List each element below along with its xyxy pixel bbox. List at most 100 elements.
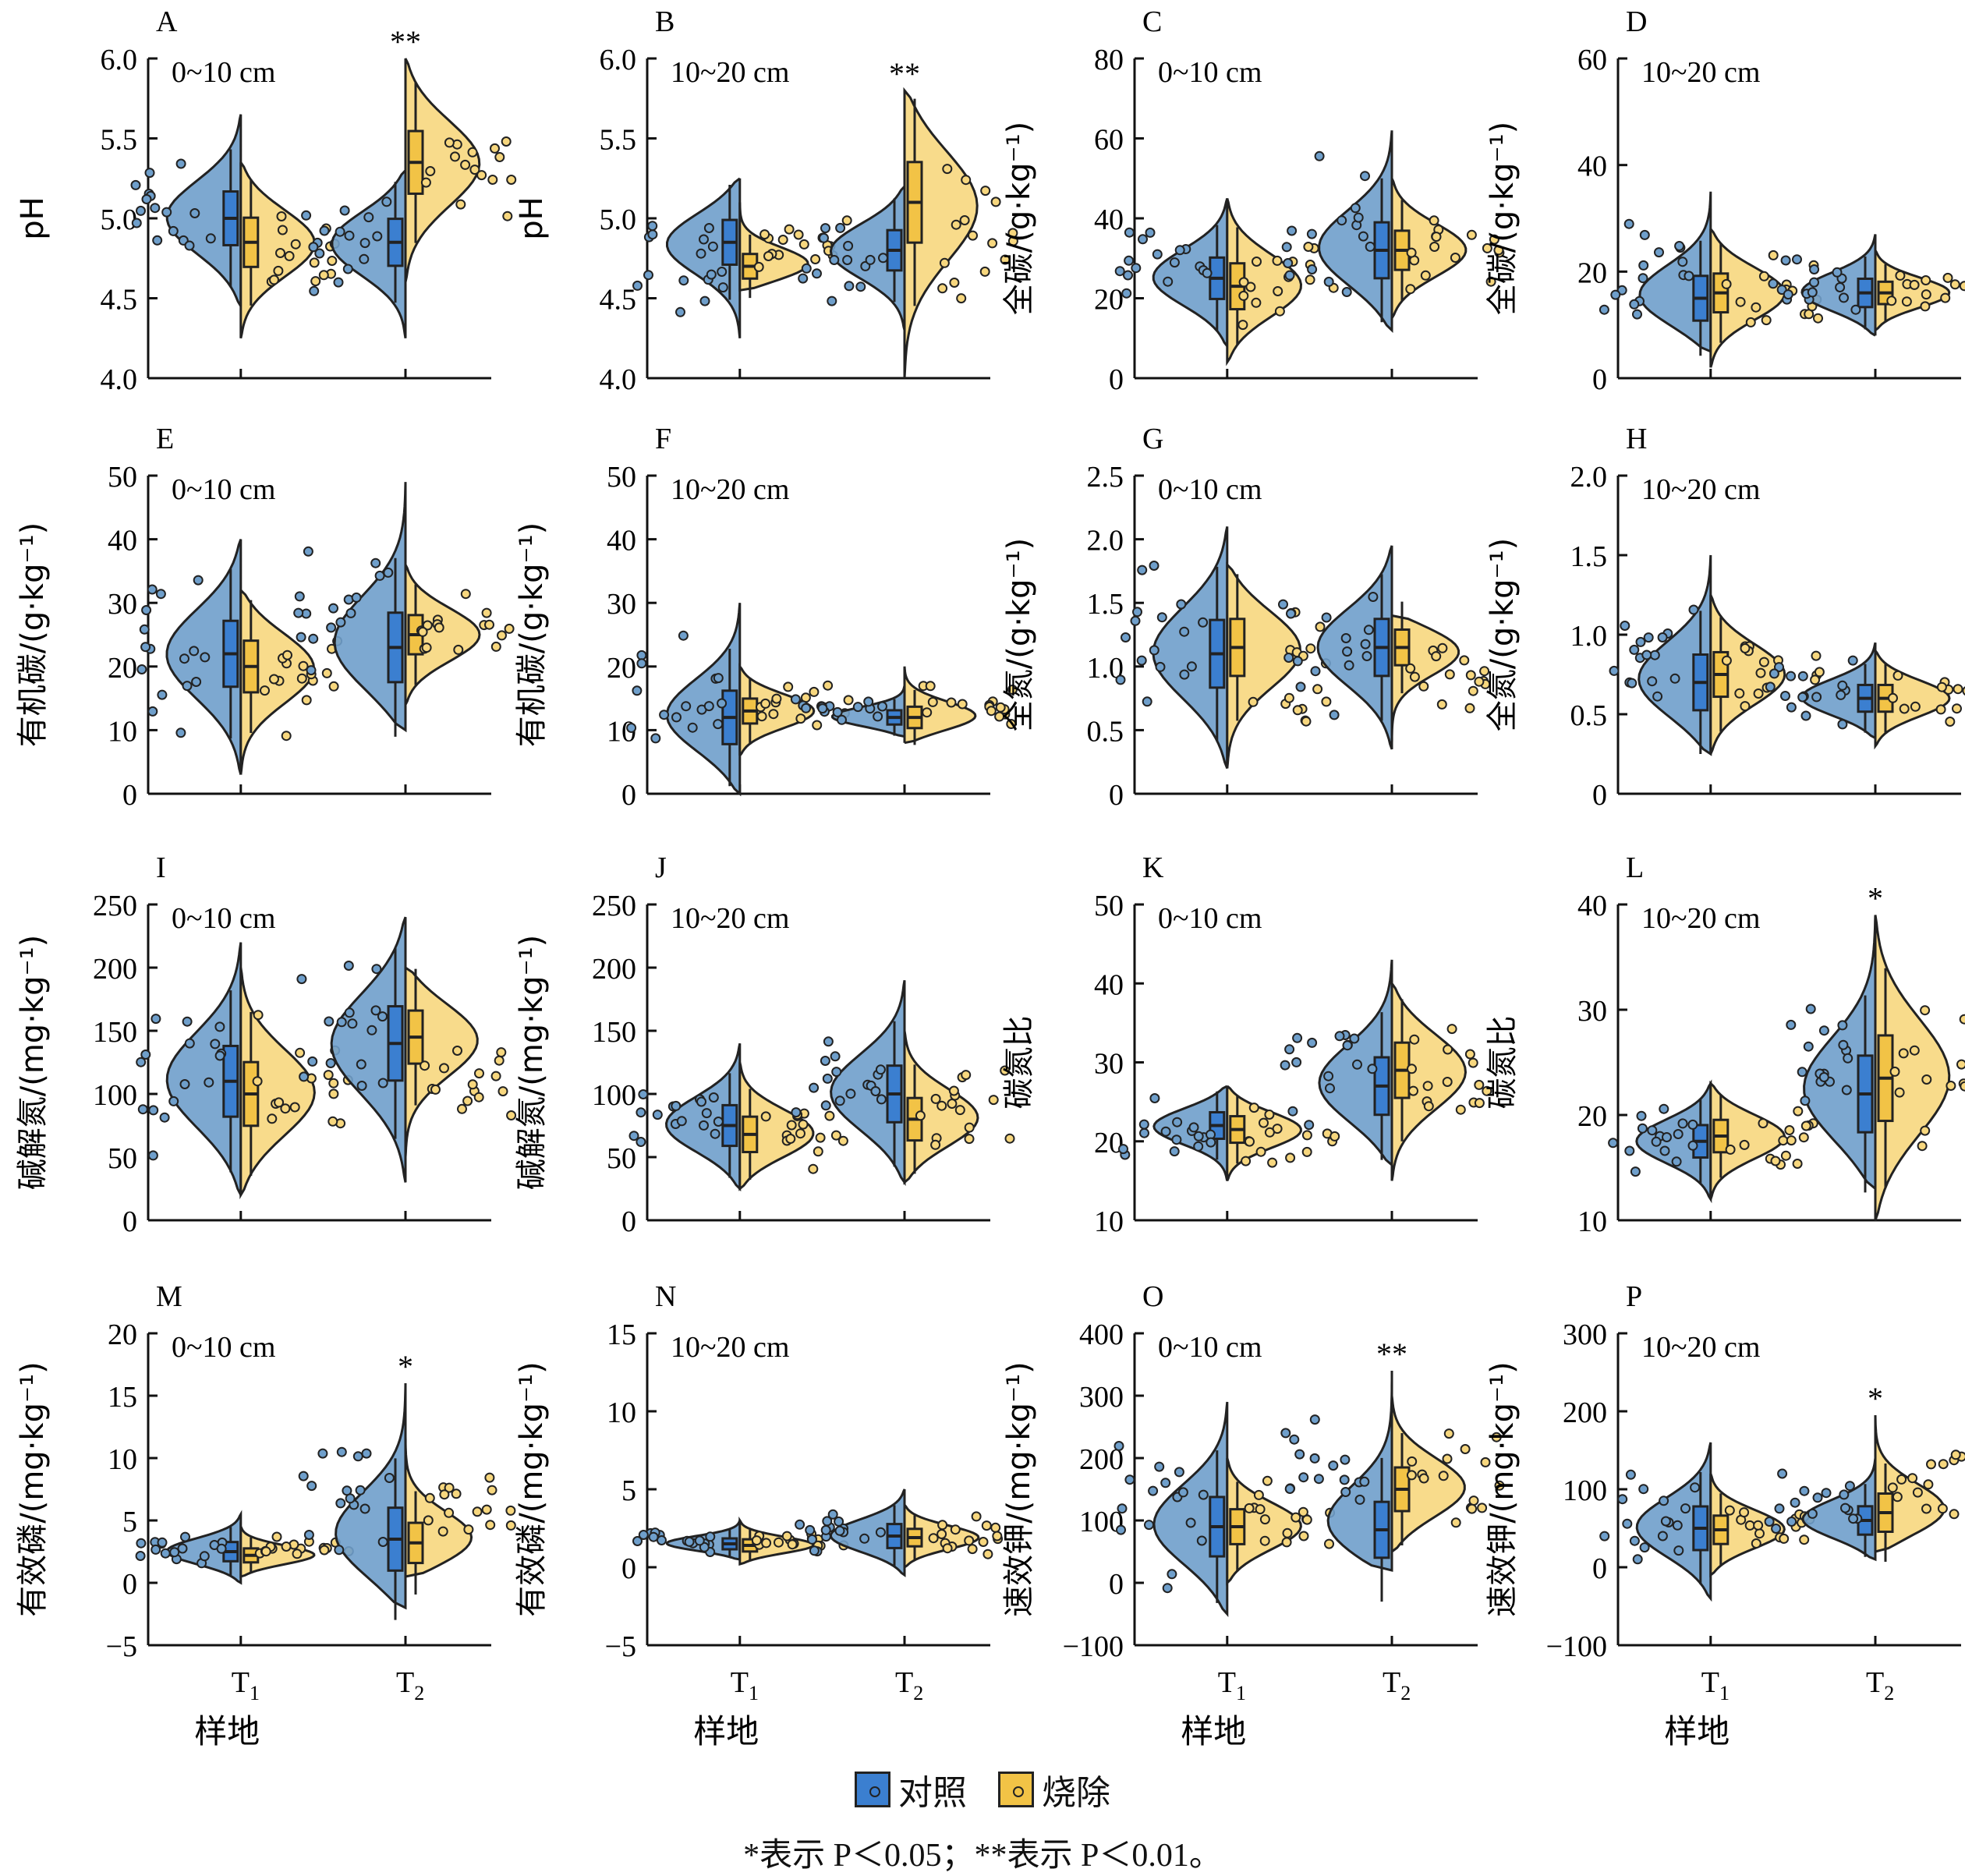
data-point-control-G	[1360, 639, 1371, 650]
data-point-control-J	[628, 1131, 639, 1142]
data-point-control-M	[336, 1446, 347, 1457]
data-point-burn-H	[1755, 667, 1766, 678]
data-point-burn-L	[1960, 1081, 1965, 1092]
depth-label-F: 10~20 cm	[671, 473, 789, 506]
y-tick-label-O: 100	[1079, 1506, 1124, 1538]
data-point-control-O	[1144, 1520, 1154, 1531]
data-point-burn-I	[328, 1116, 338, 1127]
data-point-control-G	[1121, 632, 1131, 642]
data-point-control-D	[1792, 254, 1802, 265]
data-point-control-P	[1812, 1492, 1823, 1503]
violin-control-B-T1	[666, 177, 742, 338]
y-tick-label-M: 0	[122, 1568, 137, 1601]
y-tick-label-M: 20	[108, 1319, 137, 1351]
y-tick-label-O: 300	[1079, 1381, 1124, 1414]
depth-label-D: 10~20 cm	[1641, 56, 1760, 89]
data-point-control-O	[1160, 1478, 1171, 1488]
violin-control-F-T1	[666, 603, 742, 797]
data-point-burn-G	[1305, 643, 1316, 654]
data-point-control-J	[823, 1036, 834, 1047]
data-point-control-M	[199, 1551, 210, 1562]
data-point-control-O	[1124, 1474, 1135, 1485]
data-point-control-B	[812, 268, 822, 279]
data-point-burn-K	[1248, 1103, 1259, 1113]
data-point-control-G	[1198, 617, 1209, 628]
data-point-burn-G	[1459, 655, 1470, 666]
data-point-burn-O	[1281, 1537, 1292, 1548]
data-point-control-K	[1323, 1071, 1334, 1081]
data-point-burn-H	[1899, 703, 1910, 714]
data-point-control-C	[1131, 263, 1142, 274]
data-point-burn-E	[490, 641, 501, 652]
data-point-burn-A	[502, 211, 513, 221]
data-point-burn-P	[1937, 1503, 1948, 1514]
data-point-burn-N	[942, 1543, 953, 1554]
data-point-control-G	[1321, 612, 1332, 623]
data-point-burn-G	[1405, 663, 1416, 674]
data-point-burn-B	[961, 175, 972, 186]
data-point-burn-G	[1468, 685, 1478, 696]
data-point-control-I	[336, 1017, 347, 1028]
data-point-burn-C	[1420, 270, 1431, 281]
y-tick-label-N: 5	[621, 1474, 636, 1507]
data-point-burn-N	[990, 1522, 1001, 1533]
violin-control-A-T2	[331, 167, 407, 339]
data-point-control-E	[193, 575, 204, 586]
x-tick-label-P-T1: T1	[1701, 1666, 1730, 1704]
data-point-control-J	[822, 1073, 833, 1084]
y-tick-label-H: 1.5	[1570, 540, 1608, 573]
data-point-burn-N	[992, 1531, 1003, 1542]
data-point-control-K	[1352, 1059, 1362, 1070]
data-point-burn-J	[947, 1099, 958, 1109]
data-point-control-K	[1169, 1146, 1180, 1157]
data-point-control-H	[1620, 621, 1630, 631]
data-point-burn-G	[1283, 692, 1294, 703]
data-point-burn-E	[434, 622, 444, 633]
data-point-burn-I	[280, 1103, 291, 1114]
data-point-control-I	[148, 1105, 159, 1116]
data-point-burn-J	[961, 1070, 972, 1081]
y-tick-label-E: 10	[108, 715, 137, 748]
data-point-control-E	[328, 603, 338, 614]
data-point-control-I	[204, 1077, 214, 1088]
data-point-burn-I	[474, 1068, 484, 1079]
y-axis-label-E: 有机碳/(g·kg⁻¹)	[15, 522, 51, 748]
data-point-control-A	[314, 248, 325, 259]
data-point-control-L	[1662, 1132, 1672, 1142]
data-point-control-C	[1283, 258, 1294, 268]
data-point-control-H	[1786, 702, 1797, 713]
violin-control-A-T1	[165, 114, 243, 307]
data-point-control-J	[876, 1094, 887, 1105]
data-point-control-N	[805, 1524, 816, 1535]
data-point-control-O	[1162, 1583, 1173, 1594]
data-point-control-J	[830, 1051, 841, 1062]
data-point-control-C	[1202, 267, 1213, 278]
data-point-burn-M	[463, 1524, 474, 1535]
data-point-control-M	[317, 1448, 328, 1459]
data-point-burn-I	[430, 1084, 441, 1095]
data-point-control-K	[1367, 1064, 1378, 1074]
y-tick-label-G: 2.0	[1087, 525, 1124, 557]
data-point-control-D	[1809, 264, 1820, 274]
data-point-control-B	[699, 296, 710, 306]
data-point-control-D	[1674, 241, 1685, 251]
y-tick-label-B: 5.0	[600, 204, 637, 236]
y-tick-label-K: 40	[1094, 968, 1124, 1001]
data-point-burn-J	[930, 1139, 941, 1150]
data-point-burn-H	[1758, 657, 1769, 667]
data-point-burn-L	[1798, 1132, 1809, 1143]
y-tick-label-P: 300	[1563, 1319, 1607, 1351]
data-point-control-B	[717, 282, 728, 293]
data-point-burn-C	[1450, 253, 1460, 263]
y-tick-label-L: 30	[1577, 995, 1607, 1028]
data-point-control-J	[699, 1120, 709, 1131]
data-point-burn-F	[823, 680, 834, 691]
data-point-burn-F	[925, 681, 936, 692]
violin-control-P-T1	[1635, 1442, 1712, 1602]
data-point-burn-H	[1740, 643, 1751, 653]
data-point-control-H	[1780, 691, 1790, 701]
data-point-burn-B	[987, 238, 998, 249]
data-point-control-P	[1807, 1508, 1818, 1519]
data-point-control-D	[1832, 267, 1843, 278]
data-point-burn-P	[1923, 1479, 1934, 1490]
